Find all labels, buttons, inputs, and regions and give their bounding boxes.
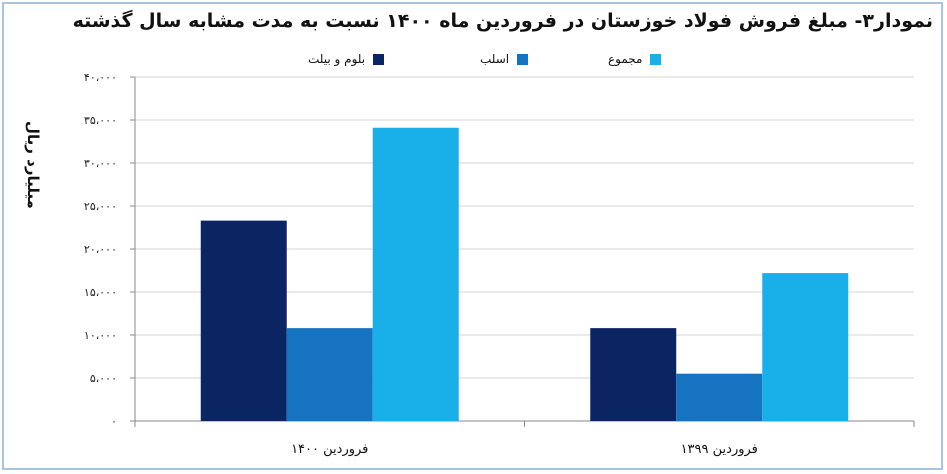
- y-tick-label: ۱۰،۰۰۰: [84, 329, 117, 342]
- legend-label-bloom: بلوم و بیلت: [308, 52, 366, 66]
- y-tick-label: ۳۵،۰۰۰: [84, 114, 117, 127]
- y-tick-label: ۵،۰۰۰: [90, 372, 117, 385]
- chart-title: نمودار۳- مبلغ فروش فولاد خوزستان در فرور…: [72, 10, 933, 32]
- legend-label-slab: اسلب: [480, 52, 510, 66]
- bar-total-0: [372, 127, 459, 422]
- legend-item-total: مجموع: [608, 52, 662, 66]
- y-tick-label: ۱۵،۰۰۰: [84, 286, 117, 299]
- y-axis-label: میلیارد ریال: [24, 121, 42, 209]
- legend-item-slab: اسلب: [480, 52, 529, 66]
- bar-bloom-0: [200, 220, 287, 421]
- bar-slab-1: [676, 373, 763, 421]
- y-tick-label: ۰: [111, 415, 117, 428]
- y-tick-label: ۳۰،۰۰۰: [84, 157, 117, 170]
- bar-slab-0: [286, 328, 373, 421]
- y-tick-label: ۲۵،۰۰۰: [84, 200, 117, 213]
- legend-label-total: مجموع: [608, 52, 643, 66]
- chart-legend: بلوم و بیلت اسلب مجموع: [0, 52, 947, 70]
- x-category-label: فروردین ۱۴۰۰: [291, 442, 368, 457]
- y-tick-label: ۲۰،۰۰۰: [84, 243, 117, 256]
- legend-item-bloom: بلوم و بیلت: [308, 52, 385, 66]
- legend-swatch-slab: [517, 53, 529, 65]
- y-tick-label: ۴۰،۰۰۰: [84, 71, 117, 84]
- x-category-label: فروردین ۱۳۹۹: [681, 442, 758, 457]
- legend-swatch-bloom: [373, 53, 385, 65]
- bar-total-1: [762, 273, 849, 421]
- bar-bloom-1: [590, 328, 677, 421]
- legend-swatch-total: [650, 53, 662, 65]
